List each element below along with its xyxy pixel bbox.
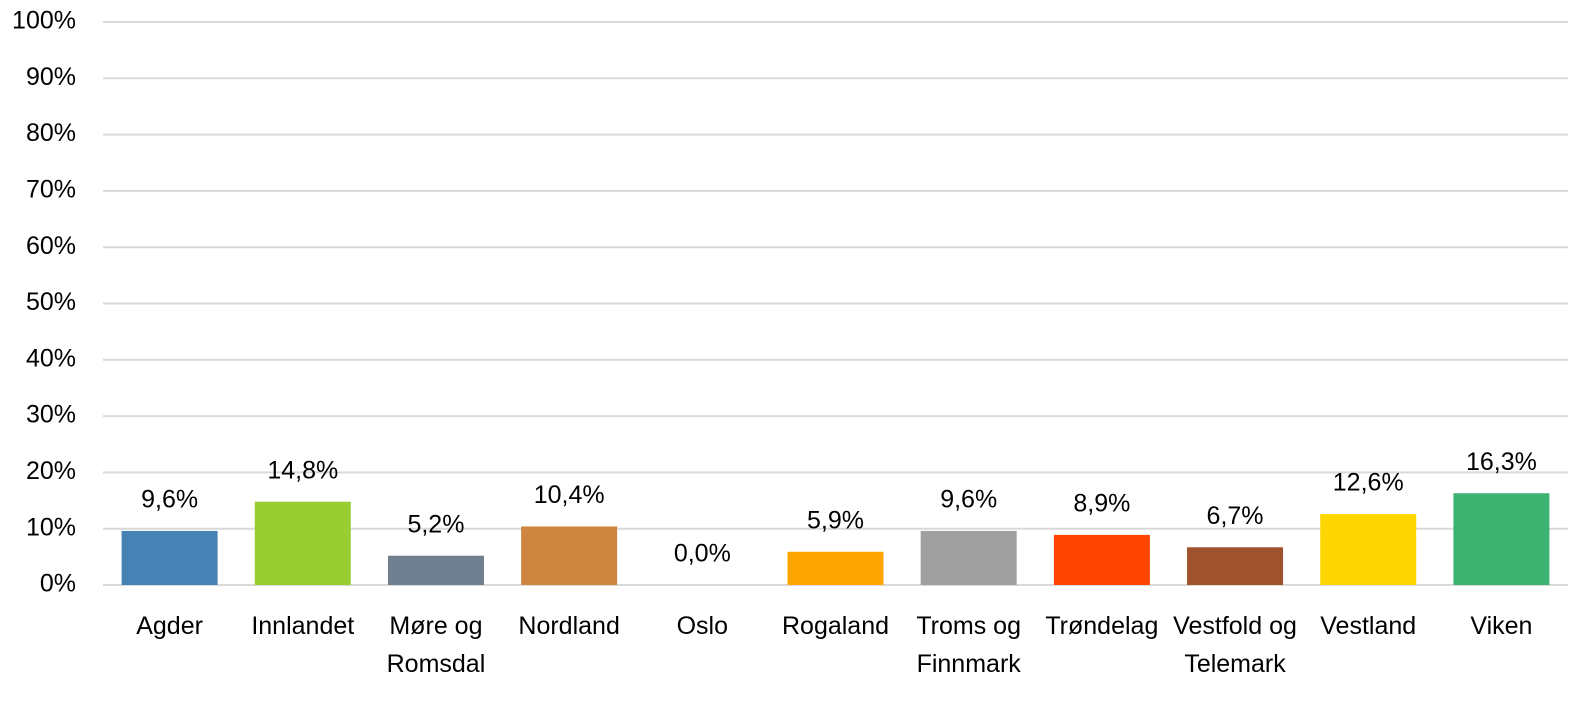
x-tick-label: Viken <box>1470 612 1533 640</box>
x-tick-label: Innlandet <box>251 612 355 640</box>
bar <box>1187 547 1284 585</box>
bar <box>920 530 1017 585</box>
bar <box>387 555 484 585</box>
y-tick-label: 60% <box>26 232 76 260</box>
x-tick-label: Trøndelag <box>1045 612 1159 640</box>
bar <box>521 526 618 585</box>
value-label: 6,7% <box>1207 502 1264 530</box>
bar <box>121 530 218 585</box>
y-tick-label: 80% <box>26 119 76 147</box>
bar <box>787 551 884 585</box>
value-label: 9,6% <box>141 486 198 514</box>
y-tick-label: 30% <box>26 401 76 429</box>
y-tick-label: 70% <box>26 176 76 204</box>
value-label: 10,4% <box>534 481 605 509</box>
value-label: 5,9% <box>807 506 864 534</box>
y-tick-label: 10% <box>26 513 76 541</box>
x-tick-label: Rogaland <box>781 612 890 640</box>
bar <box>254 501 351 585</box>
y-tick-label: 20% <box>26 457 76 485</box>
x-tick-label: Vestland <box>1320 612 1417 640</box>
y-tick-label: 90% <box>26 63 76 91</box>
value-label: 9,6% <box>940 486 997 514</box>
bar <box>1320 514 1417 585</box>
y-tick-label: 50% <box>26 288 76 316</box>
y-tick-label: 40% <box>26 344 76 372</box>
value-label: 5,2% <box>407 510 464 538</box>
y-tick-label: 100% <box>12 7 76 35</box>
x-tick-label: Vestfold og Telemark <box>1173 612 1297 678</box>
value-label: 16,3% <box>1466 448 1537 476</box>
x-tick-label: Møre og Romsdal <box>386 612 486 678</box>
x-tick-label: Agder <box>136 612 203 640</box>
bar <box>1453 493 1550 585</box>
value-label: 14,8% <box>267 456 338 484</box>
bar <box>1053 534 1150 585</box>
y-tick-label: 0% <box>40 570 76 598</box>
x-tick-label: Troms og Finnmark <box>916 612 1021 678</box>
x-tick-label: Oslo <box>676 612 729 640</box>
x-tick-label: Nordland <box>518 612 620 640</box>
value-label: 12,6% <box>1333 469 1404 497</box>
value-label: 0,0% <box>674 540 731 568</box>
value-label: 8,9% <box>1073 490 1130 518</box>
